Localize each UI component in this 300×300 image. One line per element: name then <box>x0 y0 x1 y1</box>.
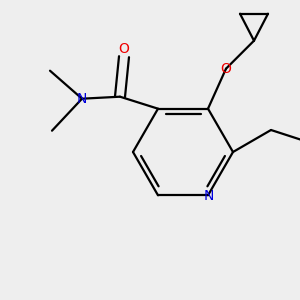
Text: N: N <box>204 189 214 203</box>
Text: O: O <box>220 62 231 76</box>
Text: N: N <box>77 92 87 106</box>
Text: O: O <box>118 42 129 56</box>
